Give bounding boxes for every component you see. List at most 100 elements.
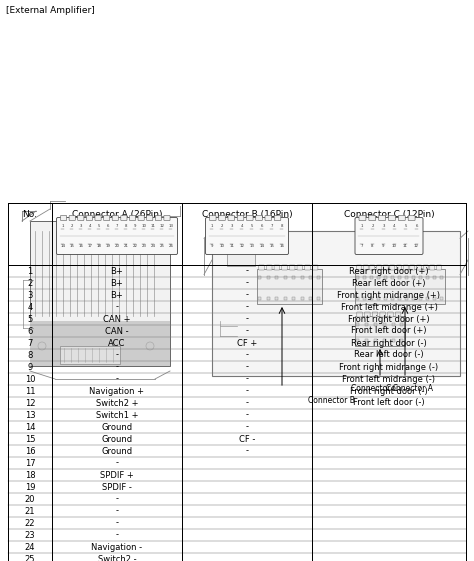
Bar [356, 297, 359, 300]
Text: Ground: Ground [101, 447, 133, 456]
Text: -: - [246, 422, 248, 431]
Text: 14: 14 [259, 244, 264, 248]
Bar [258, 275, 262, 278]
FancyBboxPatch shape [388, 312, 393, 317]
Text: 7: 7 [116, 224, 118, 228]
Text: Connector C (12Pin): Connector C (12Pin) [344, 210, 434, 219]
Bar [212, 231, 460, 376]
Bar [356, 323, 359, 325]
Bar [374, 338, 377, 342]
Text: -: - [246, 315, 248, 324]
Text: 1: 1 [27, 266, 33, 275]
Bar [292, 297, 295, 300]
FancyBboxPatch shape [129, 215, 136, 220]
FancyBboxPatch shape [372, 312, 378, 317]
Text: -: - [246, 266, 248, 275]
Text: 18: 18 [25, 471, 35, 480]
FancyBboxPatch shape [104, 215, 110, 220]
Bar [377, 297, 381, 300]
Bar [284, 297, 287, 300]
Text: CF -: CF - [239, 435, 255, 444]
Text: 26: 26 [169, 244, 173, 248]
Text: Front left door (-): Front left door (-) [353, 398, 425, 407]
FancyBboxPatch shape [297, 265, 302, 270]
Text: 16: 16 [280, 244, 284, 248]
FancyBboxPatch shape [95, 215, 101, 220]
Bar [419, 275, 422, 278]
Bar [392, 323, 395, 325]
Bar [275, 275, 278, 278]
Text: 11: 11 [25, 387, 35, 396]
Text: Front left midrange (+): Front left midrange (+) [340, 302, 438, 311]
FancyBboxPatch shape [376, 265, 382, 270]
FancyBboxPatch shape [365, 312, 370, 317]
FancyBboxPatch shape [237, 215, 244, 220]
Bar [412, 275, 416, 278]
FancyBboxPatch shape [380, 312, 385, 317]
Text: -: - [246, 291, 248, 300]
Text: Rear left door (+): Rear left door (+) [352, 278, 426, 287]
FancyBboxPatch shape [155, 215, 162, 220]
FancyBboxPatch shape [274, 215, 281, 220]
Text: -: - [116, 494, 118, 504]
Text: 10: 10 [219, 244, 225, 248]
FancyBboxPatch shape [370, 265, 375, 270]
Text: -: - [116, 518, 118, 527]
Text: 25: 25 [160, 244, 164, 248]
Text: 18: 18 [97, 244, 101, 248]
FancyBboxPatch shape [265, 215, 272, 220]
Text: Navigation -: Navigation - [91, 542, 143, 551]
Bar [8, 203, 466, 561]
Bar [392, 275, 394, 278]
Bar [392, 297, 394, 300]
Text: 10: 10 [142, 224, 146, 228]
Bar [384, 275, 388, 278]
Bar [227, 238, 255, 266]
Text: Connector B (16Pin): Connector B (16Pin) [202, 210, 292, 219]
Text: 17: 17 [25, 458, 35, 467]
FancyBboxPatch shape [363, 265, 368, 270]
Text: 4: 4 [393, 224, 396, 228]
FancyBboxPatch shape [69, 215, 75, 220]
FancyBboxPatch shape [86, 215, 92, 220]
Text: Switch2 -: Switch2 - [98, 554, 137, 561]
FancyBboxPatch shape [430, 265, 435, 270]
Text: Switch1 +: Switch1 + [96, 411, 138, 420]
FancyBboxPatch shape [389, 215, 395, 220]
FancyBboxPatch shape [379, 215, 385, 220]
FancyBboxPatch shape [396, 265, 401, 270]
FancyBboxPatch shape [305, 265, 310, 270]
Text: -: - [246, 375, 248, 384]
Text: 24: 24 [25, 542, 35, 551]
FancyBboxPatch shape [403, 265, 408, 270]
Text: 6: 6 [415, 224, 418, 228]
Text: B+: B+ [110, 278, 123, 287]
Bar [309, 275, 312, 278]
Bar [257, 269, 322, 304]
FancyBboxPatch shape [312, 265, 318, 270]
Text: Front right midrange (-): Front right midrange (-) [339, 362, 438, 371]
Text: 13: 13 [249, 244, 255, 248]
Text: 3: 3 [27, 291, 33, 300]
Text: 6: 6 [107, 224, 109, 228]
Bar [371, 275, 374, 278]
Bar [318, 297, 320, 300]
Bar [399, 297, 401, 300]
Bar [292, 275, 295, 278]
Text: 1: 1 [211, 224, 213, 228]
Text: 7: 7 [27, 338, 33, 347]
FancyBboxPatch shape [61, 215, 67, 220]
FancyBboxPatch shape [357, 312, 363, 317]
Text: -: - [246, 362, 248, 371]
Bar [392, 338, 395, 342]
Text: 22: 22 [25, 518, 35, 527]
FancyBboxPatch shape [356, 265, 362, 270]
Text: 9: 9 [134, 224, 136, 228]
Text: 17: 17 [88, 244, 92, 248]
Bar [355, 316, 405, 346]
Bar [356, 275, 359, 278]
Bar [318, 275, 320, 278]
Text: No.: No. [22, 210, 37, 219]
FancyBboxPatch shape [437, 265, 441, 270]
Text: 7: 7 [360, 244, 363, 248]
